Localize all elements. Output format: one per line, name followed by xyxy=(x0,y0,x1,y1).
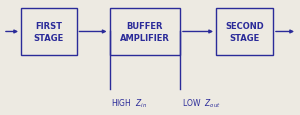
Text: SECOND
STAGE: SECOND STAGE xyxy=(225,22,264,42)
Text: LOW  $Z_{out}$: LOW $Z_{out}$ xyxy=(182,97,220,109)
Text: FIRST
STAGE: FIRST STAGE xyxy=(34,22,64,42)
Text: BUFFER
AMPLIFIER: BUFFER AMPLIFIER xyxy=(120,22,170,42)
Text: HIGH  $Z_{in}$: HIGH $Z_{in}$ xyxy=(111,97,147,109)
